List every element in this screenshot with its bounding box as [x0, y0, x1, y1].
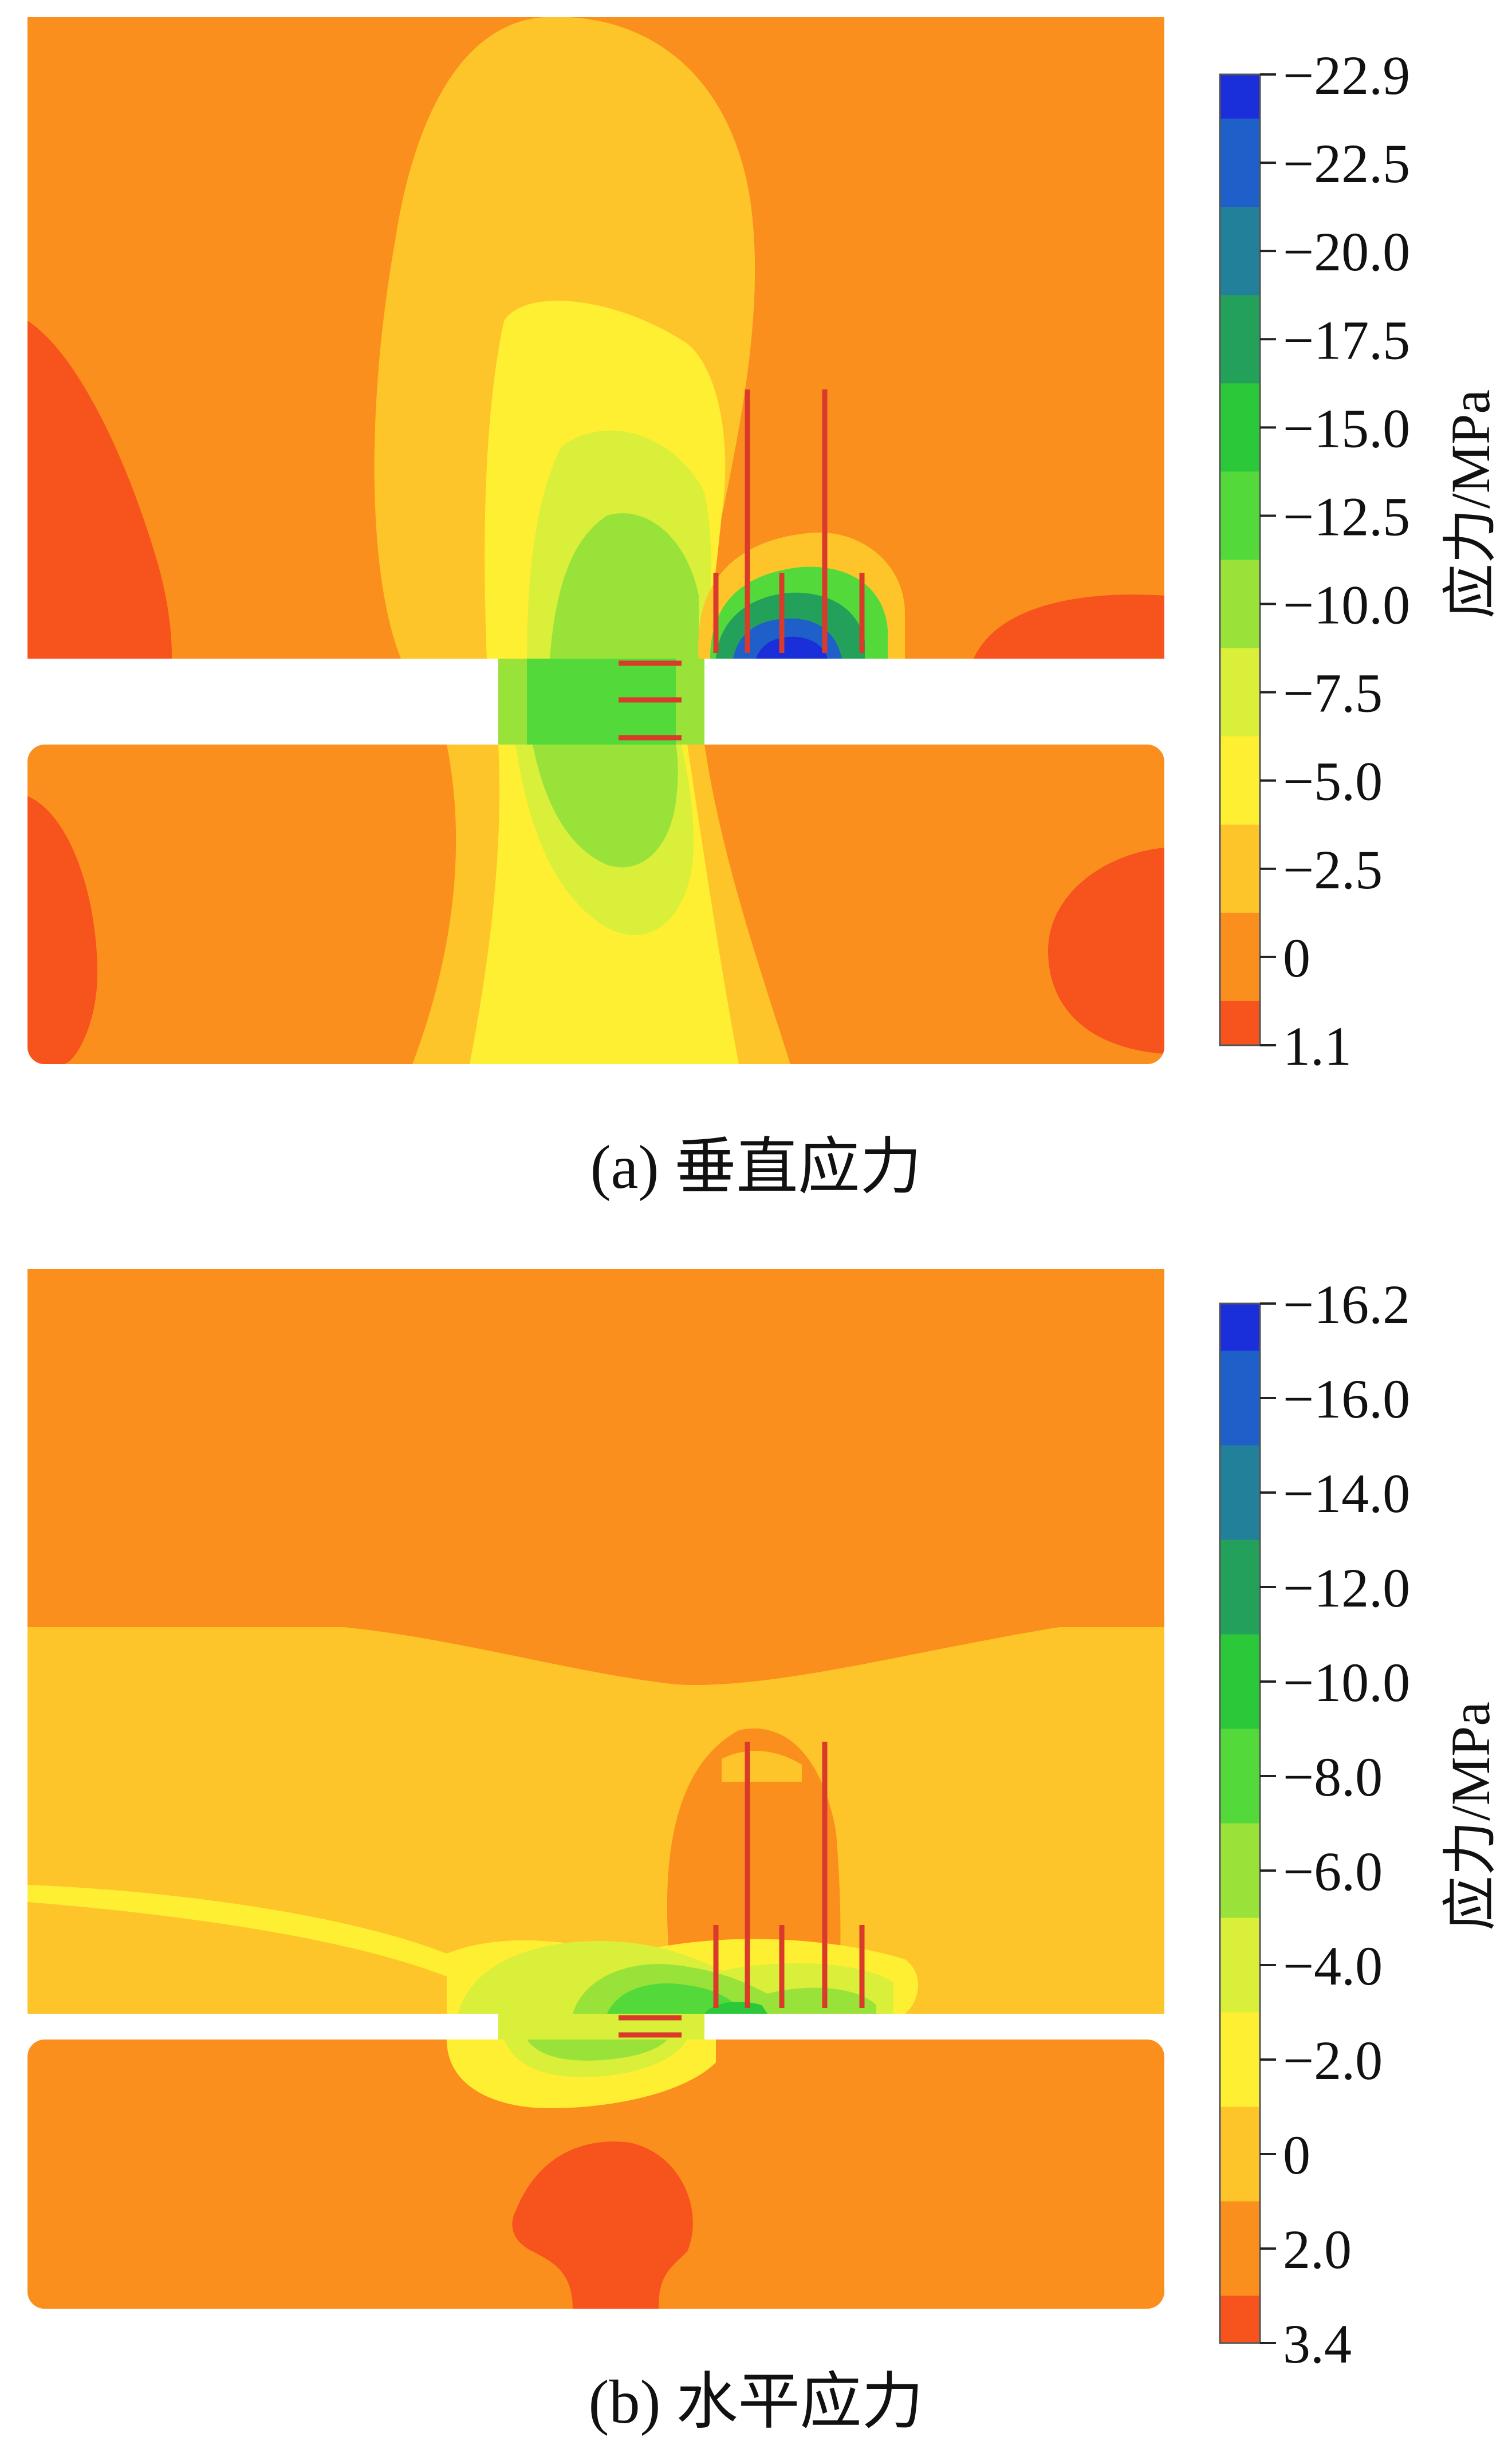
colorbar-swatch — [1220, 2012, 1260, 2108]
colorbar-tick-label: −12.5 — [1283, 486, 1410, 547]
rib-bolts — [619, 2015, 682, 2038]
colorbar-tick-label: −2.0 — [1283, 2030, 1383, 2091]
colorbar-tick-label: 0 — [1283, 927, 1310, 989]
rib-bolts — [619, 660, 682, 741]
colorbar-swatch — [1220, 295, 1260, 384]
colorbar-swatch — [1220, 2201, 1260, 2297]
colorbar-swatch — [1220, 560, 1260, 649]
roadway-opening-right — [706, 2014, 1164, 2040]
colorbar-tick-label: 0 — [1283, 2124, 1310, 2186]
colorbar-tick-label: −8.0 — [1283, 1746, 1383, 1808]
colorbar-swatch — [1220, 824, 1260, 914]
colorbar-swatch — [1220, 383, 1260, 473]
lower-stratum — [27, 2040, 1164, 2309]
stress-contour-plot: −22.9 −22.5 −20.0 −17.5 −15.0 −12.5 −10.0 −7.5 −… — [27, 17, 1501, 1077]
colorbar-tick-label: −17.5 — [1283, 309, 1410, 371]
panel-vertical-stress: −22.9 −22.5 −20.0 −17.5 −15.0 −12.5 −10.0 −7.5 −… — [0, 0, 1512, 1215]
colorbar-swatch — [1220, 736, 1260, 825]
colorbar-swatch — [1220, 207, 1260, 296]
panel-caption: (a) 垂直应力 — [590, 1133, 922, 1202]
colorbar-tick-label: 3.4 — [1283, 2313, 1352, 2375]
roadway-opening-left — [27, 2014, 497, 2040]
colorbar-swatch — [1220, 2107, 1260, 2202]
colorbar-swatch — [1220, 1918, 1260, 2013]
colorbar-tick-label: 1.1 — [1283, 1015, 1352, 1077]
colorbar-swatch — [1220, 1445, 1260, 1541]
panel-horizontal-stress: −16.2 −16.0 −14.0 −12.0 −10.0 −8.0 −6.0 −4.0 −2.… — [0, 1215, 1512, 2436]
colorbar-swatch — [1220, 2296, 1260, 2344]
colorbar-tick-label: −4.0 — [1283, 1935, 1383, 1997]
colorbar-swatch — [1220, 648, 1260, 737]
colorbar-swatch — [1220, 1540, 1260, 1635]
colorbar-tick-label: −14.0 — [1283, 1463, 1410, 1524]
colorbar-tick-label: −5.0 — [1283, 751, 1383, 812]
stress-contour-plot: −16.2 −16.0 −14.0 −12.0 −10.0 −8.0 −6.0 −4.0 −2.… — [27, 1269, 1501, 2375]
colorbar: −16.2 −16.0 −14.0 −12.0 −10.0 −8.0 −6.0 −4.0 −2.… — [1219, 1274, 1501, 2375]
colorbar-tick-label: −12.0 — [1283, 1557, 1410, 1619]
colorbar-tick-label: −7.5 — [1283, 663, 1383, 724]
colorbar-tick-label: 2.0 — [1283, 2219, 1352, 2280]
roof-bolts — [713, 1742, 865, 2008]
colorbar-tick-label: −16.2 — [1283, 1274, 1410, 1335]
panel-caption: (b) 水平应力 — [588, 2368, 924, 2436]
colorbar-tick-label: −6.0 — [1283, 1841, 1383, 1902]
colorbar-tick-label: −2.5 — [1283, 839, 1383, 900]
colorbar-tick-label: −15.0 — [1283, 397, 1410, 459]
colorbar: −22.9 −22.5 −20.0 −17.5 −15.0 −12.5 −10.0 −7.5 −… — [1219, 45, 1501, 1077]
colorbar-swatch — [1220, 74, 1260, 120]
colorbar-swatch — [1220, 1729, 1260, 1824]
colorbar-tick-label: −10.0 — [1283, 574, 1410, 636]
colorbar-unit-label: 应力/MPa — [1440, 389, 1501, 619]
colorbar-swatch — [1220, 471, 1260, 561]
colorbar-swatch — [1220, 1634, 1260, 1730]
upper-stratum — [27, 1269, 1164, 2014]
colorbar-tick-label: −10.0 — [1283, 1652, 1410, 1713]
colorbar-swatch — [1220, 1001, 1260, 1046]
roof-bolts — [713, 389, 865, 653]
colorbar-swatch — [1220, 1351, 1260, 1446]
colorbar-unit-label: 应力/MPa — [1440, 1702, 1501, 1931]
upper-stratum — [27, 17, 1164, 659]
colorbar-tick-label: −22.5 — [1283, 133, 1410, 194]
colorbar-swatch — [1220, 1823, 1260, 1919]
colorbar-swatch — [1220, 119, 1260, 208]
roadway-opening-left — [27, 659, 497, 745]
colorbar-swatch — [1220, 1304, 1260, 1352]
roadway-opening-right — [706, 659, 1164, 745]
colorbar-tick-label: −20.0 — [1283, 221, 1410, 282]
colorbar-tick-label: −22.9 — [1283, 45, 1410, 106]
lower-stratum — [27, 745, 1164, 1064]
colorbar-swatch — [1220, 912, 1260, 1002]
colorbar-tick-label: −16.0 — [1283, 1368, 1410, 1430]
